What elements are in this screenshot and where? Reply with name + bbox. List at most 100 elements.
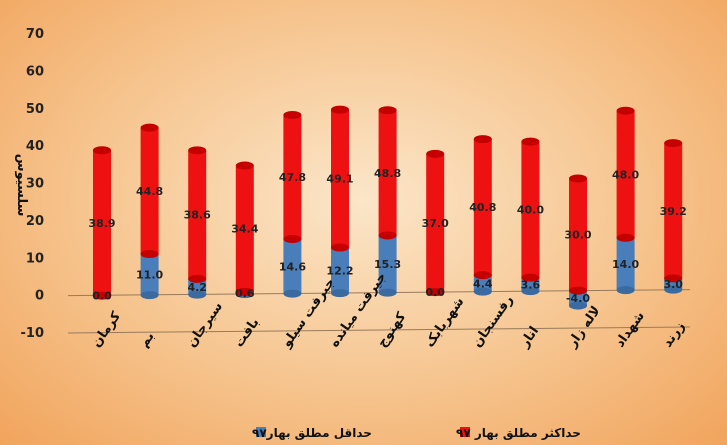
data-label-max: 38.9 bbox=[88, 217, 115, 230]
bar-max-11 bbox=[616, 106, 635, 242]
bar-max-0-body bbox=[93, 150, 111, 296]
bar-min-8-body bbox=[473, 275, 492, 292]
bar-max-5 bbox=[331, 105, 349, 252]
data-label-min: 14.0 bbox=[612, 258, 639, 271]
bar-max-5-bottom bbox=[331, 243, 349, 252]
bar-min-4-body bbox=[283, 239, 302, 294]
data-label-max: 48.8 bbox=[374, 167, 401, 180]
y-tick-label: 40 bbox=[26, 139, 44, 154]
x-tick-label: شهربابک bbox=[422, 295, 467, 351]
bar-max-12 bbox=[664, 139, 683, 283]
y-tick-label: 10 bbox=[26, 251, 44, 266]
x-tick-label: زرند bbox=[660, 319, 688, 350]
data-label-min: 14.6 bbox=[279, 260, 306, 273]
bar-min-10-bottom bbox=[569, 301, 587, 310]
bar-min-2-bottom bbox=[188, 290, 207, 299]
y-tick-label: 20 bbox=[26, 214, 44, 229]
data-label-max: 49.1 bbox=[326, 173, 353, 186]
bar-max-7-top bbox=[426, 149, 445, 158]
bar-max-2 bbox=[188, 146, 207, 283]
bar-max-10-top bbox=[569, 174, 587, 183]
bar-max-8-top bbox=[473, 135, 492, 144]
bar-max-3-body bbox=[235, 165, 254, 292]
x-tick-label: رفسنجان bbox=[470, 293, 517, 351]
bar-min-11-body bbox=[616, 237, 635, 291]
data-label-max: 39.2 bbox=[660, 205, 687, 218]
y-tick-label: -10 bbox=[21, 326, 45, 341]
bar-max-4-bottom bbox=[283, 235, 302, 244]
floor-line bbox=[67, 326, 691, 334]
bar-min-9-bottom bbox=[521, 287, 540, 296]
bar-max-1-bottom bbox=[140, 250, 159, 259]
y-axis-ticks: -10 0 10 20 30 40 50 60 70 bbox=[21, 27, 45, 341]
data-label-min: -4.0 bbox=[566, 292, 590, 305]
data-label-min: 11.0 bbox=[136, 269, 163, 282]
bar-min-1-bottom bbox=[140, 291, 159, 300]
legend-label-max: حداکثر مطلق بهار ۹۷ bbox=[456, 426, 581, 440]
bar-max-7-bottom bbox=[426, 288, 445, 297]
bar-max-4-top bbox=[283, 110, 302, 119]
bar-max-1-top bbox=[140, 123, 159, 132]
legend-swatch-max bbox=[460, 427, 470, 437]
bar-max-2-body bbox=[188, 150, 207, 279]
bar-max-5-top bbox=[331, 105, 349, 114]
data-label-min: 4.4 bbox=[473, 277, 493, 290]
data-label-max: 40.8 bbox=[469, 201, 496, 214]
bar-min-6-bottom bbox=[378, 288, 397, 297]
bar-min-8-bottom bbox=[473, 287, 492, 296]
bar-min-5-bottom bbox=[331, 289, 349, 298]
bar-max-12-top bbox=[664, 139, 683, 148]
x-tick-label: کرمان bbox=[89, 309, 124, 350]
data-label-min: 3.6 bbox=[521, 278, 541, 291]
data-label-max: 44.8 bbox=[136, 185, 163, 198]
bar-max-11-bottom bbox=[616, 233, 635, 242]
bar-max-2-top bbox=[188, 146, 207, 155]
bar-min-2-body bbox=[188, 278, 207, 295]
data-label-max: 40.0 bbox=[517, 204, 544, 217]
x-tick-label: شهداد bbox=[613, 309, 648, 350]
bar-max-0 bbox=[93, 146, 111, 300]
x-tick-label: بافت bbox=[232, 315, 263, 350]
data-label-min: 15.3 bbox=[374, 258, 401, 271]
legend-swatch-min bbox=[256, 427, 266, 437]
y-tick-label: 30 bbox=[26, 177, 44, 192]
bar-max-10-bottom bbox=[569, 286, 587, 295]
data-label-max: 30.0 bbox=[564, 229, 591, 242]
data-label-min: 0.0 bbox=[92, 290, 112, 303]
legend-label-min: حداقل مطلق بهار۹۷ bbox=[252, 426, 372, 440]
y-tick-label: 60 bbox=[26, 64, 44, 79]
bar-max-2-bottom bbox=[188, 274, 207, 283]
y-tick-label: 70 bbox=[26, 27, 44, 42]
bar-max-9-bottom bbox=[521, 273, 540, 282]
bar-min-12-body bbox=[664, 278, 683, 290]
bar-max-9-body bbox=[521, 141, 540, 278]
bar-max-4-body bbox=[283, 114, 302, 240]
bar-max-9 bbox=[521, 137, 540, 282]
bar-max-10 bbox=[569, 174, 587, 295]
bar-min-1-body bbox=[140, 254, 159, 296]
bar-max-8-body bbox=[473, 139, 492, 276]
bar-max-6-body bbox=[378, 110, 397, 236]
bar-max-3-bottom bbox=[235, 287, 254, 296]
data-label-max: 48.0 bbox=[612, 168, 639, 181]
data-labels: 38.9 0.0 44.8 11.0 38.6 4.2 34.4 0.6 47.8 14.6 49.… bbox=[88, 167, 686, 305]
bar-min-10-body bbox=[569, 290, 587, 306]
x-tick-label: سیرجان bbox=[184, 299, 226, 350]
bar-max-10-body bbox=[569, 178, 587, 291]
data-label-max: 34.4 bbox=[231, 223, 258, 236]
bar-min-5-body bbox=[331, 247, 349, 294]
bar-max-12-body bbox=[664, 143, 683, 279]
bar-max-6 bbox=[378, 106, 397, 240]
bar-max-8-bottom bbox=[473, 271, 492, 280]
bar-min-6-body bbox=[378, 235, 397, 293]
bar-max-7 bbox=[426, 149, 445, 297]
bar-max-12-bottom bbox=[664, 274, 683, 283]
bars bbox=[93, 105, 683, 310]
bar-max-6-top bbox=[378, 106, 397, 115]
data-label-min: 3.0 bbox=[663, 278, 683, 291]
bar-min-12-bottom bbox=[664, 285, 683, 294]
bar-min-4-bottom bbox=[283, 289, 302, 298]
bar-max-7-body bbox=[426, 153, 445, 293]
data-label-min: 12.2 bbox=[326, 264, 353, 277]
